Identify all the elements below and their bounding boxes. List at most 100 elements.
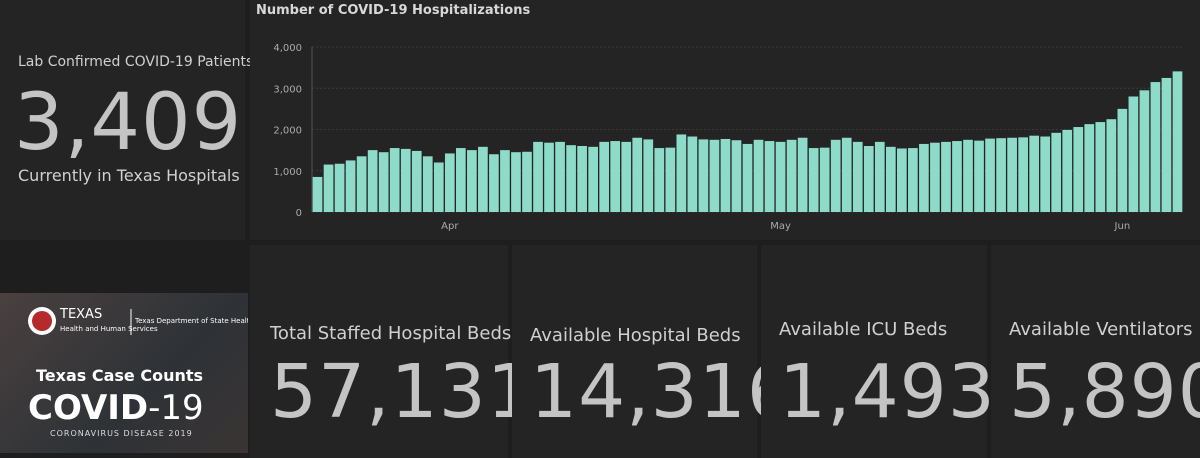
bar (345, 160, 356, 212)
bar (500, 150, 510, 212)
kpi-value: 57,131 (270, 349, 535, 435)
bar (808, 148, 819, 212)
bar (698, 139, 709, 212)
bar (544, 142, 554, 212)
agency-sub: Health and Human Services (60, 325, 158, 333)
bar (1172, 71, 1183, 212)
department: Texas Department of State Health Service… (134, 317, 248, 325)
bar (323, 164, 334, 212)
bar (830, 139, 841, 212)
bar (588, 146, 598, 212)
bar (1150, 82, 1161, 212)
summary-label: Lab Confirmed COVID-19 Patients (18, 54, 254, 70)
bar (389, 148, 400, 212)
bar (632, 137, 643, 212)
bar (455, 148, 466, 212)
kpi-label: Available Hospital Beds (530, 325, 741, 346)
bar (444, 153, 455, 212)
x-tick-label: May (770, 221, 791, 232)
bar (852, 141, 863, 212)
bar (610, 141, 621, 212)
bar (621, 141, 632, 212)
bar (1095, 122, 1106, 212)
bar (952, 141, 962, 212)
bar (1117, 108, 1128, 212)
chart-title: Number of COVID-19 Hospitalizations (256, 3, 530, 18)
y-tick-label: 1,000 (273, 167, 302, 178)
bar (797, 137, 808, 212)
bar (908, 148, 918, 212)
bar (643, 139, 654, 212)
bar (1106, 119, 1117, 212)
bar (897, 148, 907, 212)
bar (885, 146, 896, 212)
bar (1073, 127, 1084, 212)
bar (963, 139, 973, 212)
bar (356, 156, 367, 212)
kpi-value: 1,493 (779, 349, 996, 435)
bar (577, 146, 587, 212)
bar (467, 150, 477, 212)
bar (400, 148, 411, 212)
bar (367, 150, 378, 212)
bar (1128, 96, 1139, 212)
bar (433, 162, 444, 212)
headline: Texas Case Counts (36, 366, 203, 385)
bar (665, 147, 676, 212)
y-tick-label: 0 (296, 208, 302, 219)
bar (709, 139, 720, 212)
bar (841, 137, 852, 212)
bar (720, 138, 731, 212)
bar (676, 134, 687, 212)
bar (1051, 132, 1062, 212)
bar (974, 140, 984, 212)
bar (863, 146, 874, 212)
bar (566, 145, 576, 212)
summary-value: 3,409 (14, 78, 243, 168)
x-tick-label: Jun (1114, 221, 1131, 232)
bar (996, 138, 1006, 212)
bar (378, 152, 389, 212)
bar (687, 136, 698, 212)
bar (654, 148, 665, 212)
bar (874, 141, 885, 212)
bar (731, 140, 742, 212)
kpi-panel: Total Staffed Hospital Beds 57,131 (250, 245, 534, 458)
kpi-panel: Available ICU Beds 1,493 (761, 245, 995, 458)
bar (1018, 137, 1028, 212)
disease: CORONAVIRUS DISEASE 2019 (50, 429, 193, 438)
summary-caption: Currently in Texas Hospitals (18, 166, 240, 185)
bar (478, 146, 488, 212)
bar (334, 163, 345, 212)
bar (819, 147, 830, 212)
bar (411, 150, 422, 212)
bar (1062, 129, 1073, 212)
kpi-value: 5,890 (1009, 349, 1200, 435)
seal-inner (32, 311, 52, 331)
kpi-value: 14,316 (530, 349, 795, 435)
bar (422, 156, 433, 212)
kpi-label: Available Ventilators (1009, 319, 1193, 340)
bar (764, 141, 775, 212)
y-tick-label: 4,000 (273, 43, 302, 54)
summary-panel: Lab Confirmed COVID-19 Patients 3,409 Cu… (0, 0, 253, 240)
bar (753, 139, 764, 212)
bar (742, 143, 753, 212)
bar (1029, 135, 1040, 212)
bar (533, 141, 543, 212)
kpi-label: Available ICU Beds (779, 319, 948, 340)
kpi-panel: Available Ventilators 5,890 (991, 245, 1200, 458)
kpi-panel: Available Hospital Beds 14,316 (512, 245, 794, 458)
logo: TEXAS Health and Human Services Texas De… (28, 307, 286, 438)
bar (555, 141, 565, 212)
bar (930, 142, 940, 212)
bar (775, 141, 786, 212)
bar (941, 141, 951, 212)
covid: COVID-19 (28, 388, 204, 428)
bar (1040, 136, 1051, 212)
logo-panel: TEXAS Health and Human Services Texas De… (0, 293, 286, 453)
agency: TEXAS (59, 307, 102, 322)
bar (786, 139, 797, 212)
bar (985, 138, 995, 212)
